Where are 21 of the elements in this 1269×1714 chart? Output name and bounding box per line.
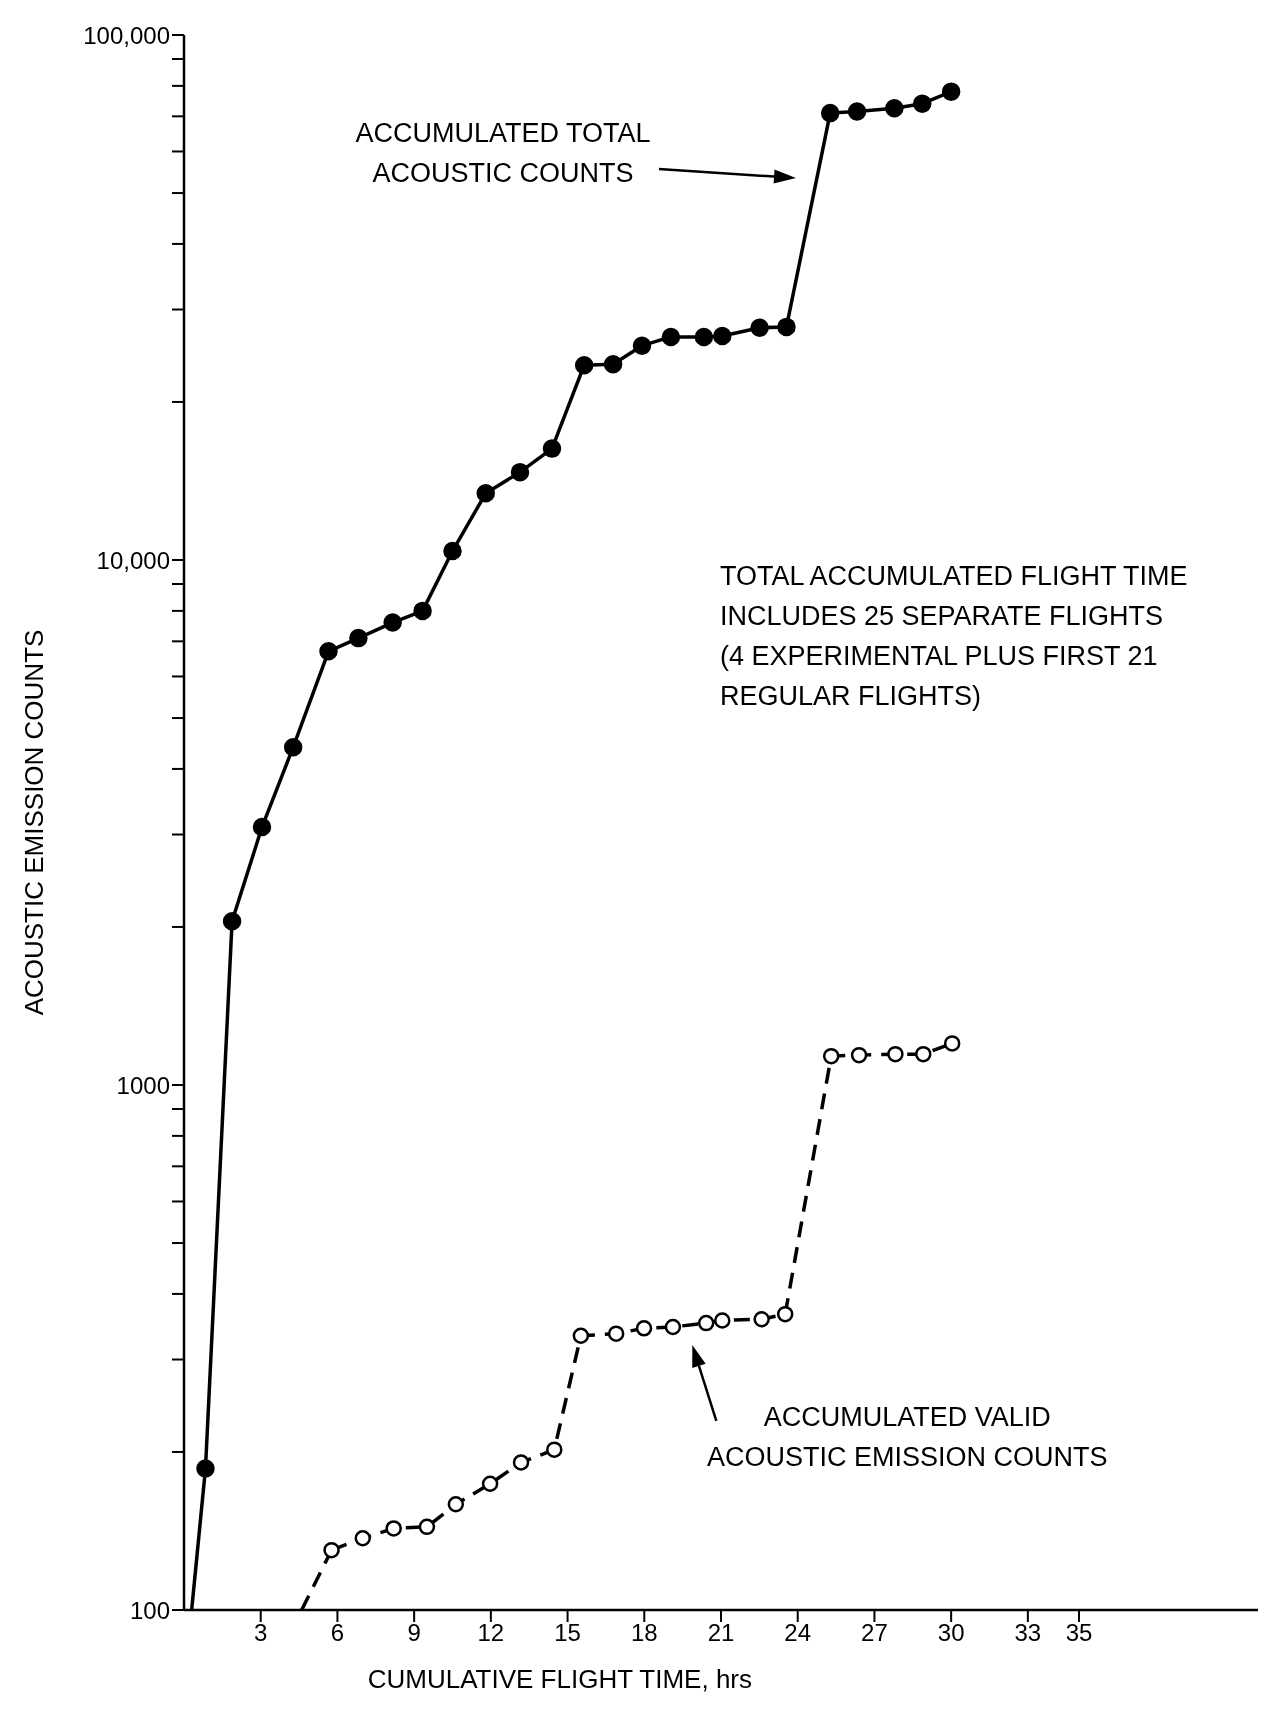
y-tick-label: 10,000	[96, 546, 170, 574]
x-tick-label: 15	[554, 1619, 581, 1647]
x-tick-label: 18	[630, 1619, 658, 1647]
x-axis-title: CUMULATIVE FLIGHT TIME, hrs	[366, 1664, 754, 1695]
y-axis-title: ACOUSTIC EMISSION COUNTS	[19, 629, 50, 1016]
y-tick-label: 100,000	[83, 21, 170, 49]
x-tick-label: 30	[937, 1619, 965, 1647]
x-tick-label: 9	[407, 1619, 421, 1647]
x-tick-label: 33	[1014, 1619, 1042, 1647]
x-tick-label: 24	[784, 1619, 812, 1647]
y-tick-label: 1000	[116, 1071, 170, 1099]
x-tick-label: 21	[707, 1619, 735, 1647]
annotation: ACCUMULATED VALID ACOUSTIC EMISSION COUNTS	[707, 1400, 1108, 1474]
y-tick-label: 100	[129, 1596, 170, 1624]
x-tick-label: 6	[330, 1619, 345, 1647]
annotation: ACCUMULATED TOTAL ACOUSTIC COUNTS	[355, 117, 651, 190]
x-tick-label: 27	[861, 1619, 888, 1647]
x-tick-label: 3	[254, 1619, 268, 1647]
x-tick-label: 12	[477, 1619, 505, 1647]
annotation: TOTAL ACCUMULATED FLIGHT TIME INCLUDES 25 SEPARATE FLIGHTS (4 EXPERIMENTAL PLUS FIRST 21 REGULAR FLIGHTS)	[720, 560, 1188, 713]
x-tick-label: 35	[1065, 1619, 1093, 1647]
